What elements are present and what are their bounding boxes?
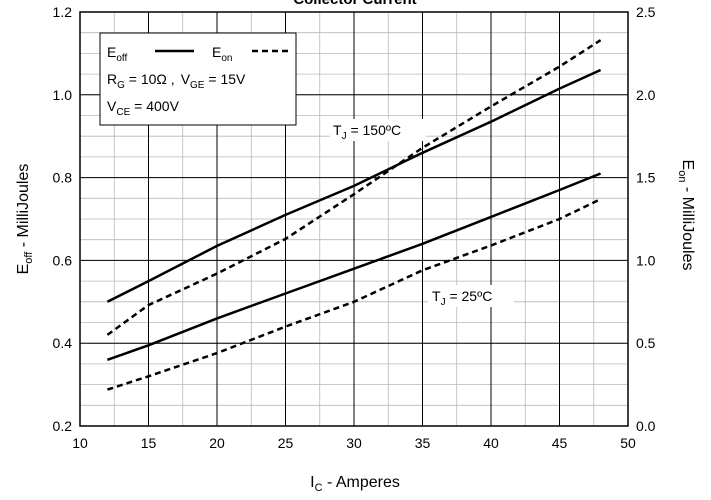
x-tick-label: 10 — [72, 435, 88, 451]
series-line-eoff_25 — [106, 172, 602, 361]
y-right-tick-label: 1.5 — [636, 170, 656, 186]
y-left-tick-label: 0.8 — [53, 170, 73, 186]
x-tick-label: 35 — [415, 435, 431, 451]
y-left-tick-label: 0.2 — [53, 418, 73, 434]
y-left-tick-label: 1.0 — [53, 87, 73, 103]
y-axis-left-label: Eoff - MilliJoules — [15, 164, 35, 275]
y-left-tick-label: 1.2 — [53, 4, 73, 20]
series-line-eon_25 — [107, 197, 602, 391]
x-axis-label: IC - Amperes — [310, 474, 400, 494]
plot-frame — [79, 11, 629, 427]
legend-rg-vge: RG = 10Ω , VGE = 15V — [107, 71, 246, 91]
x-tick-label: 30 — [346, 435, 362, 451]
x-tick-label: 40 — [483, 435, 499, 451]
x-tick-label: 25 — [278, 435, 294, 451]
series-line-eoff_150 — [106, 68, 602, 303]
legend-eon-label: Eon — [212, 44, 232, 64]
annotation-tj25-bg — [428, 285, 514, 307]
annotation-tj150: TJ = 150ºC — [333, 122, 401, 142]
annotation-tj150-bg — [330, 119, 426, 141]
y-right-tick-label: 1.0 — [636, 252, 656, 268]
tick-labels: 10 15 20 25 30 35 40 45 50 0.2 0.4 0.6 0.8 1.0 1.2 0.0 0… — [53, 4, 656, 451]
legend-box — [99, 32, 297, 126]
series-group — [106, 39, 602, 391]
annotation-tj25: TJ = 25ºC — [432, 288, 492, 308]
y-left-tick-label: 0.6 — [53, 252, 73, 268]
y-right-tick-label: 0.5 — [636, 335, 656, 351]
x-tick-label: 15 — [141, 435, 157, 451]
x-tick-label: 50 — [620, 435, 636, 451]
x-tick-label: 45 — [552, 435, 568, 451]
series-line-eon_150 — [106, 39, 602, 336]
y-right-tick-label: 2.0 — [636, 87, 656, 103]
chart-title: Collector Current — [293, 0, 416, 8]
x-tick-label: 20 — [209, 435, 225, 451]
legend-eoff-label: Eoff — [107, 44, 128, 64]
y-right-tick-label: 2.5 — [636, 4, 656, 20]
y-left-tick-label: 0.4 — [53, 335, 73, 351]
y-right-tick-label: 0.0 — [636, 418, 656, 434]
legend: Eoff Eon RG = 10Ω , VGE = 15V VCE = 400V — [99, 32, 297, 126]
legend-vce: VCE = 400V — [107, 98, 180, 118]
y-axis-right-label: Eon - MilliJoules — [676, 160, 696, 271]
